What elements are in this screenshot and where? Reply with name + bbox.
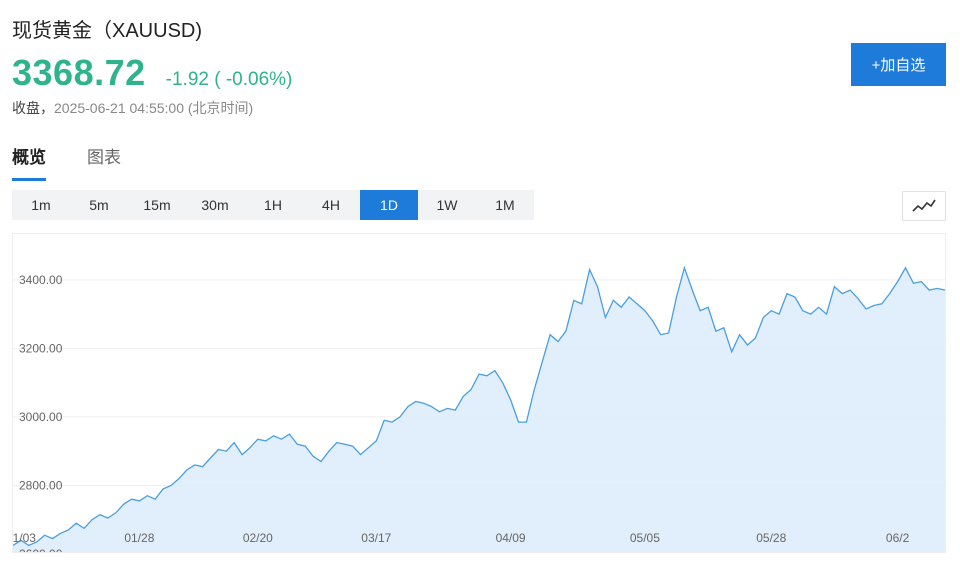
- period-4h[interactable]: 4H: [322, 197, 340, 213]
- period-selector: 1m 5m 15m 30m 1H 4H 1D 1W 1M: [12, 190, 534, 220]
- tab-chart[interactable]: 图表: [87, 148, 121, 167]
- current-price: 3368.72: [12, 52, 146, 93]
- y-tick-label: 3200.00: [19, 341, 63, 355]
- y-tick-label: 2800.00: [19, 478, 63, 492]
- period-1mo[interactable]: 1M: [495, 197, 515, 213]
- area-fill: [13, 267, 945, 552]
- period-1m[interactable]: 1m: [31, 197, 51, 213]
- close-label: 收盘，: [12, 100, 54, 116]
- price-change: -1.92 ( -0.06%): [165, 69, 293, 90]
- x-tick-label: 05/28: [756, 531, 786, 545]
- x-tick-label: 02/20: [243, 531, 273, 545]
- close-info: 收盘，2025-06-21 04:55:00 (北京时间): [12, 98, 253, 118]
- tab-overview[interactable]: 概览: [12, 143, 46, 181]
- chart-type-toggle[interactable]: [902, 191, 946, 221]
- view-tabs: 概览 图表: [12, 143, 162, 181]
- x-tick-label: 03/17: [361, 531, 391, 545]
- x-tick-label: 06/2: [886, 531, 910, 545]
- period-1d[interactable]: 1D: [360, 190, 418, 220]
- period-1h[interactable]: 1H: [264, 197, 282, 213]
- period-15m[interactable]: 15m: [143, 197, 171, 213]
- period-1w[interactable]: 1W: [436, 197, 458, 213]
- price-row: 3368.72 -1.92 ( -0.06%): [12, 52, 292, 94]
- area-chart: 2600.00 2800.00 3000.00 3200.00 3400.00 01/03…: [13, 265, 945, 552]
- x-tick-label: 04/09: [496, 531, 526, 545]
- x-tick-label: 05/05: [630, 531, 660, 545]
- add-watchlist-button[interactable]: +加自选: [851, 43, 946, 86]
- price-chart: 2600.00 2800.00 3000.00 3200.00 3400.00 01/03…: [12, 233, 946, 553]
- x-tick-label: 01/03: [13, 531, 36, 545]
- period-30m[interactable]: 30m: [201, 197, 229, 213]
- period-5m[interactable]: 5m: [89, 197, 109, 213]
- y-tick-label: 2600.00: [19, 547, 63, 552]
- y-tick-label: 3000.00: [19, 410, 63, 424]
- y-tick-label: 3400.00: [19, 273, 63, 287]
- line-chart-icon: [912, 199, 936, 212]
- x-tick-label: 01/28: [124, 531, 154, 545]
- instrument-title: 现货黄金（XAUUSD): [12, 20, 203, 42]
- close-timestamp: 2025-06-21 04:55:00 (北京时间): [54, 100, 254, 116]
- price-line: [13, 265, 945, 547]
